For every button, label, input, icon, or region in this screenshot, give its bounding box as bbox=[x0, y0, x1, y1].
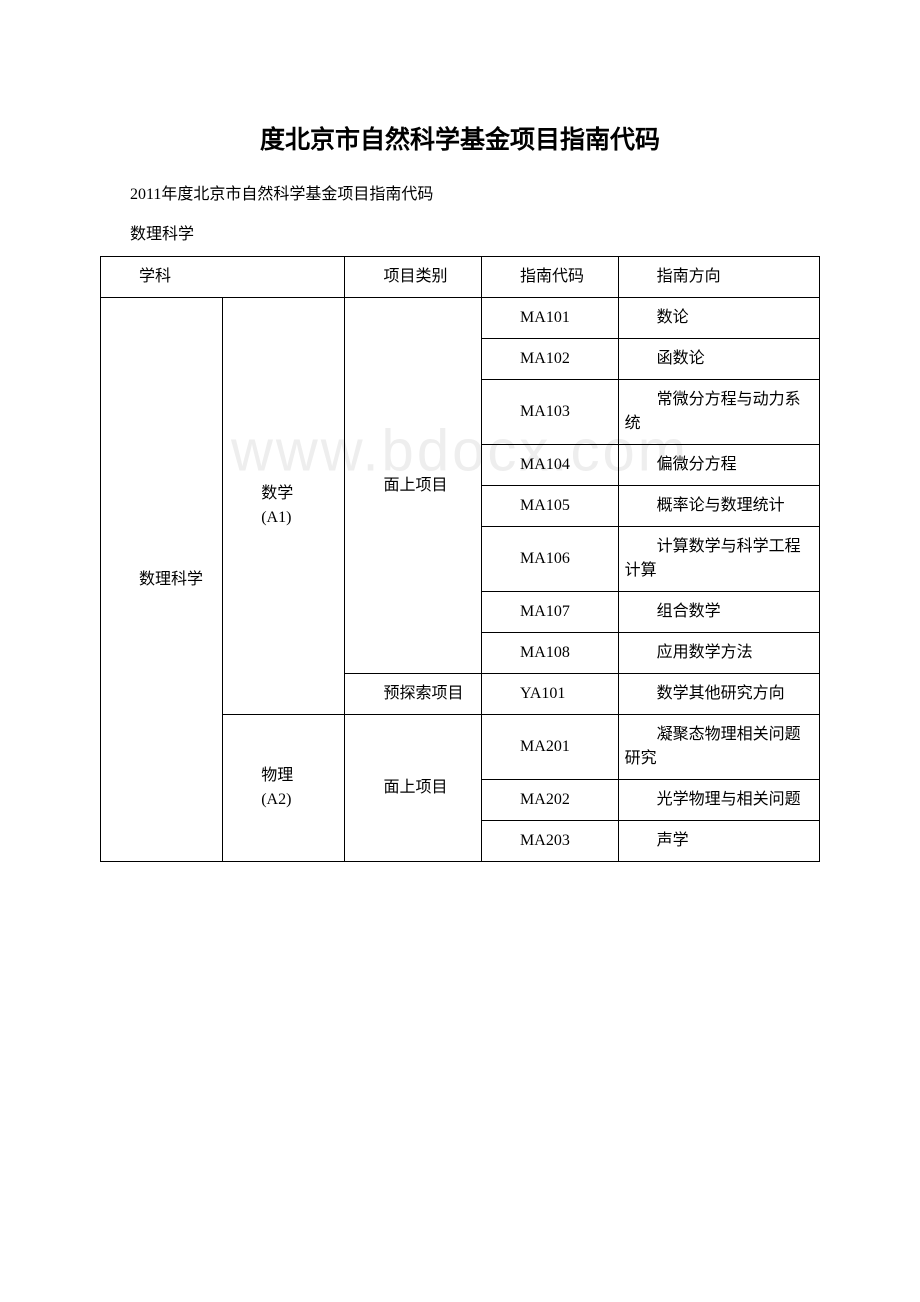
code-cell: YA101 bbox=[482, 674, 619, 715]
subject-cell: 物理 (A2) bbox=[223, 715, 345, 862]
direction-cell: 声学 bbox=[618, 821, 819, 862]
table-header-row: 学科 项目类别 指南代码 指南方向 bbox=[101, 257, 820, 298]
header-guide-code: 指南代码 bbox=[482, 257, 619, 298]
subtitle-text: 2011年度北京市自然科学基金项目指南代码 bbox=[100, 180, 820, 204]
direction-cell: 偏微分方程 bbox=[618, 445, 819, 486]
direction-cell: 函数论 bbox=[618, 339, 819, 380]
code-cell: MA203 bbox=[482, 821, 619, 862]
code-cell: MA102 bbox=[482, 339, 619, 380]
category-cell: 数理科学 bbox=[101, 298, 223, 862]
code-cell: MA106 bbox=[482, 527, 619, 592]
document-content: 度北京市自然科学基金项目指南代码 2011年度北京市自然科学基金项目指南代码 数… bbox=[100, 120, 820, 862]
guide-code-table: 学科 项目类别 指南代码 指南方向 数理科学 数学 (A1) 面上项目 bbox=[100, 256, 820, 862]
section-heading: 数理科学 bbox=[100, 220, 820, 244]
code-cell: MA202 bbox=[482, 780, 619, 821]
code-cell: MA103 bbox=[482, 380, 619, 445]
project-type-cell: 面上项目 bbox=[345, 715, 482, 862]
subject-cell: 数学 (A1) bbox=[223, 298, 345, 715]
header-project-type: 项目类别 bbox=[345, 257, 482, 298]
page-title: 度北京市自然科学基金项目指南代码 bbox=[100, 120, 820, 156]
project-type-cell: 预探索项目 bbox=[345, 674, 482, 715]
direction-cell: 数学其他研究方向 bbox=[618, 674, 819, 715]
direction-cell: 计算数学与科学工程计算 bbox=[618, 527, 819, 592]
table-row: 数理科学 数学 (A1) 面上项目 MA101 数论 bbox=[101, 298, 820, 339]
code-cell: MA101 bbox=[482, 298, 619, 339]
direction-cell: 概率论与数理统计 bbox=[618, 486, 819, 527]
project-type-cell: 面上项目 bbox=[345, 298, 482, 674]
direction-cell: 凝聚态物理相关问题研究 bbox=[618, 715, 819, 780]
header-guide-direction: 指南方向 bbox=[618, 257, 819, 298]
direction-cell: 常微分方程与动力系统 bbox=[618, 380, 819, 445]
code-cell: MA107 bbox=[482, 592, 619, 633]
code-cell: MA201 bbox=[482, 715, 619, 780]
direction-cell: 数论 bbox=[618, 298, 819, 339]
code-cell: MA108 bbox=[482, 633, 619, 674]
direction-cell: 应用数学方法 bbox=[618, 633, 819, 674]
direction-cell: 组合数学 bbox=[618, 592, 819, 633]
code-cell: MA104 bbox=[482, 445, 619, 486]
code-cell: MA105 bbox=[482, 486, 619, 527]
header-subject: 学科 bbox=[101, 257, 345, 298]
direction-cell: 光学物理与相关问题 bbox=[618, 780, 819, 821]
